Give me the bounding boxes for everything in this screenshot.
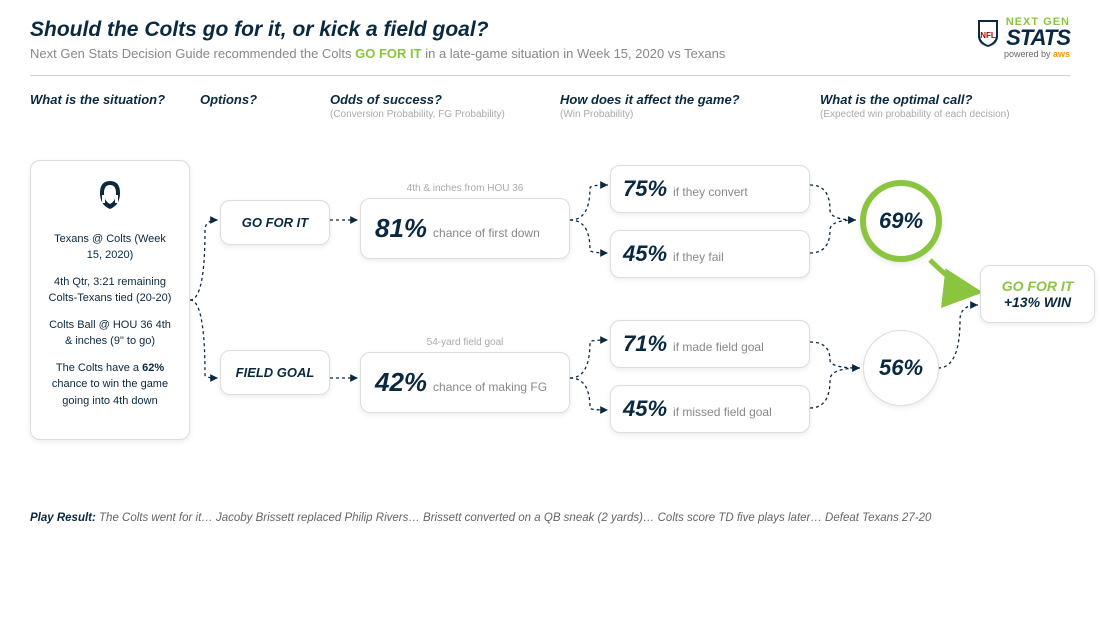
situation-line4: The Colts have a 62% chance to win the g… (45, 360, 175, 410)
nfl-shield-icon: NFL (976, 18, 1000, 48)
colts-logo-icon (92, 177, 128, 213)
logo-powered-by: powered by aws (976, 49, 1070, 59)
option-go-for-it: GO FOR IT (220, 200, 330, 245)
col-optimal-sub: (Expected win probability of each decisi… (820, 109, 1070, 120)
odds-field-goal: 54-yard field goal 42%chance of making F… (360, 352, 570, 413)
col-optimal: What is the optimal call? (820, 92, 1070, 107)
col-affect-sub: (Win Probability) (560, 109, 820, 120)
subtitle-accent: GO FOR IT (355, 46, 421, 61)
aws-text: aws (1053, 49, 1070, 59)
subtitle-post: in a late-game situation in Week 15, 202… (422, 46, 726, 61)
affect-missed-fg: 45%if missed field goal (610, 385, 810, 433)
optimal-sub: +13% WIN (987, 294, 1088, 310)
situation-box: Texans @ Colts (Week 15, 2020) 4th Qtr, … (30, 160, 190, 440)
logo-stats-text: STATS (1006, 28, 1070, 48)
optimal-call-box: GO FOR IT +13% WIN (980, 265, 1095, 323)
odds-go-pct: 81% (375, 213, 427, 243)
col-situation: What is the situation? (30, 92, 200, 107)
situation-line3: Colts Ball @ HOU 36 4th & inches (9" to … (45, 317, 175, 350)
svg-text:NFL: NFL (980, 31, 996, 40)
header: Should the Colts go for it, or kick a fi… (0, 0, 1100, 71)
play-result-footer: Play Result: The Colts went for it… Jaco… (0, 500, 1100, 524)
column-headers: What is the situation? Options? Odds of … (0, 76, 1100, 120)
subtitle-pre: Next Gen Stats Decision Guide recommende… (30, 46, 355, 61)
affect-fail: 45%if they fail (610, 230, 810, 278)
col-odds: Odds of success? (330, 92, 560, 107)
expected-win-go: 69% (860, 180, 942, 262)
odds-go-label: 4th & inches from HOU 36 (407, 183, 524, 194)
affect-convert: 75%if they convert (610, 165, 810, 213)
odds-fg-pct: 42% (375, 367, 427, 397)
play-result-text: The Colts went for it… Jacoby Brissett r… (96, 512, 932, 524)
expected-win-fg: 56% (863, 330, 939, 406)
situation-line2: 4th Qtr, 3:21 remaining Colts-Texans tie… (45, 274, 175, 307)
play-result-label: Play Result: (30, 512, 96, 524)
odds-go-for-it: 4th & inches from HOU 36 81%chance of fi… (360, 198, 570, 259)
odds-go-desc: chance of first down (433, 226, 540, 240)
odds-fg-desc: chance of making FG (433, 380, 547, 394)
affect-made-fg: 71%if made field goal (610, 320, 810, 368)
page-subtitle: Next Gen Stats Decision Guide recommende… (30, 46, 1070, 61)
situation-line1: Texans @ Colts (Week 15, 2020) (45, 231, 175, 264)
optimal-title: GO FOR IT (987, 278, 1088, 294)
odds-fg-label: 54-yard field goal (427, 337, 504, 348)
col-options: Options? (200, 92, 330, 107)
page-title: Should the Colts go for it, or kick a fi… (30, 18, 1070, 42)
decision-tree: Texans @ Colts (Week 15, 2020) 4th Qtr, … (30, 120, 1070, 500)
col-affect: How does it affect the game? (560, 92, 820, 107)
option-field-goal: FIELD GOAL (220, 350, 330, 395)
nextgen-stats-logo: NFL NEXT GEN STATS powered by aws (976, 18, 1070, 59)
col-odds-sub: (Conversion Probability, FG Probability) (330, 109, 560, 120)
